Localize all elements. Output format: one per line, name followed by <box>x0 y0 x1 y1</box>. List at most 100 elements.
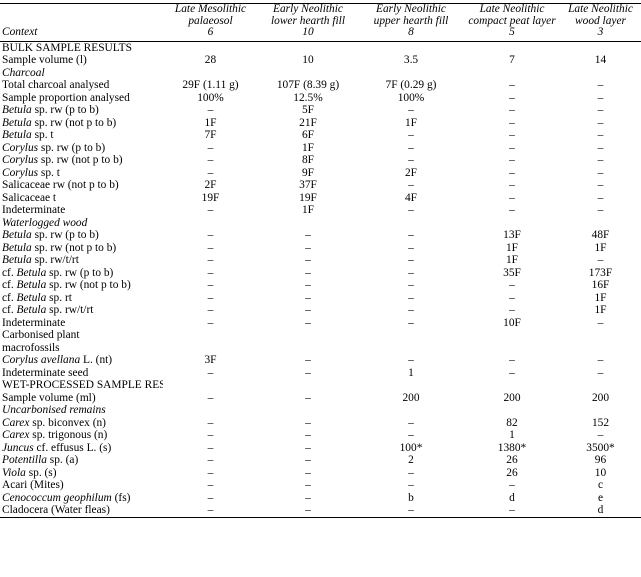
row-label-suffix: sp. rw (not p to b) <box>38 154 123 166</box>
table-row: Corylus sp. t – 9F 2F – – <box>0 167 641 180</box>
section-row: BULK SAMPLE RESULTS <box>0 41 641 54</box>
table-cell: 29F (1.11 g) <box>182 79 239 91</box>
row-label: Cenococcum geophilum (fs) <box>0 492 163 505</box>
row-label-suffix: (fs) <box>111 491 131 504</box>
table-cell: 96 <box>594 454 607 466</box>
table-cell: 2F <box>204 179 217 191</box>
section-row: Carbonised plant <box>0 329 641 342</box>
table-cell: – <box>305 366 311 379</box>
row-label-suffix: sp. rw/t/rt <box>31 254 79 266</box>
table-cell: – <box>305 416 311 429</box>
table-row: Total charcoal analysed 29F (1.11 g) 107F … <box>0 79 641 92</box>
table-cell: – <box>207 454 214 466</box>
row-label-prefix: Sample proportion analysed <box>2 91 130 104</box>
table-cell: c <box>597 479 604 491</box>
table-cell <box>358 342 464 355</box>
row-label: Indeterminate seed <box>0 367 163 380</box>
table-row: cf. Betula sp. rw (p to b) – – – 35F 173F <box>0 267 641 280</box>
table-cell: – <box>207 479 214 491</box>
row-label-taxon: Corylus <box>2 154 39 166</box>
row-label: Corylus sp. rw (p to b) <box>0 142 163 155</box>
table-cell <box>163 217 258 230</box>
table-cell: – <box>408 416 414 429</box>
row-label: cf. Betula sp. rw (not p to b) <box>0 279 163 292</box>
table-cell: – <box>207 241 214 254</box>
table-cell: – <box>509 191 515 204</box>
table-cell: – <box>408 229 414 241</box>
table-cell: – <box>207 204 214 216</box>
table-cell <box>464 67 560 80</box>
table-cell: – <box>509 479 515 491</box>
row-label-prefix: Sample volume (ml) <box>2 391 96 404</box>
table-cell: – <box>509 291 515 304</box>
table-cell: 26 <box>506 466 518 479</box>
table-cell: 1F <box>594 291 607 304</box>
table-cell: – <box>408 266 414 279</box>
table-cell: – <box>305 504 311 516</box>
row-label: cf. Betula sp. rw/t/rt <box>0 304 163 317</box>
table-cell: 1F <box>404 116 418 129</box>
row-label: Betula sp. rw (p to b) <box>0 104 163 117</box>
table-cell: – <box>408 141 414 154</box>
table-cell: – <box>305 266 311 279</box>
table-cell: – <box>305 391 311 404</box>
table-cell: – <box>509 204 515 216</box>
table-cell <box>560 329 641 342</box>
table-cell: 1380* <box>497 441 527 454</box>
row-label: Carex sp. trigonous (n) <box>0 429 163 442</box>
row-label-taxon: Corylus <box>2 141 39 154</box>
table-row: Indeterminate – – – 10F – <box>0 317 641 330</box>
table-row: Indeterminate – 1F – – – <box>0 204 641 217</box>
row-label: Sample volume (ml) <box>0 392 163 405</box>
table-row: cf. Betula sp. rt – – – – 1F <box>0 292 641 305</box>
table-cell: 37F <box>299 179 317 191</box>
table-row: Betula sp. rw/t/rt – – – 1F – <box>0 254 641 267</box>
row-label-prefix: cf. <box>2 304 17 316</box>
row-label: Potentilla sp. (a) <box>0 454 163 467</box>
table-cell: – <box>509 366 515 379</box>
table-cell: – <box>207 254 214 266</box>
table-cell: – <box>408 179 414 191</box>
table-cell <box>358 329 464 342</box>
table-cell: 82 <box>506 416 518 429</box>
table-cell: – <box>408 354 414 366</box>
table-cell: – <box>305 479 311 491</box>
table-cell: – <box>408 304 414 316</box>
table-cell <box>358 41 464 54</box>
table-cell: – <box>597 104 604 116</box>
table-cell <box>258 329 358 342</box>
table-cell: – <box>207 429 214 441</box>
table-row: Juncus cf. effusus L. (s) – – 100* 1380* 3500… <box>0 442 641 455</box>
table-cell: – <box>408 466 414 479</box>
table-cell: – <box>597 316 604 329</box>
row-label: Viola sp. (s) <box>0 467 163 480</box>
table-cell: – <box>207 304 214 316</box>
results-table: Context Late Mesolithic palaeosol 6 Earl… <box>0 3 641 518</box>
row-label-prefix: cf. <box>2 279 17 291</box>
table-cell: – <box>597 116 604 129</box>
row-label-suffix: sp. rw (p to b) <box>31 229 99 241</box>
table-cell: 200 <box>402 391 420 404</box>
table-cell <box>560 379 641 392</box>
table-cell: – <box>408 254 414 266</box>
table-cell: 26 <box>506 454 518 466</box>
table-cell: 107F (8.39 g) <box>276 79 340 91</box>
row-label: cf. Betula sp. rw (p to b) <box>0 267 163 280</box>
table-cell: – <box>509 279 515 291</box>
table-cell: 3.5 <box>403 54 419 66</box>
table-cell: – <box>305 316 311 329</box>
row-label-taxon: Betula <box>2 104 32 116</box>
table-cell: – <box>509 154 515 166</box>
table-cell: – <box>408 241 414 254</box>
table-cell: – <box>597 154 604 166</box>
table-cell: – <box>597 141 604 154</box>
table-cell: – <box>408 429 414 441</box>
table-row: Sample proportion analysed 100% 12.5% 100% –… <box>0 92 641 105</box>
table-cell <box>560 342 641 355</box>
table-cell: – <box>408 204 414 216</box>
table-cell: – <box>207 104 214 116</box>
table-cell <box>163 404 258 417</box>
row-label: Betula sp. rw (p to b) <box>0 229 163 242</box>
column-header-6: Late Mesolithic palaeosol 6 <box>163 3 258 42</box>
